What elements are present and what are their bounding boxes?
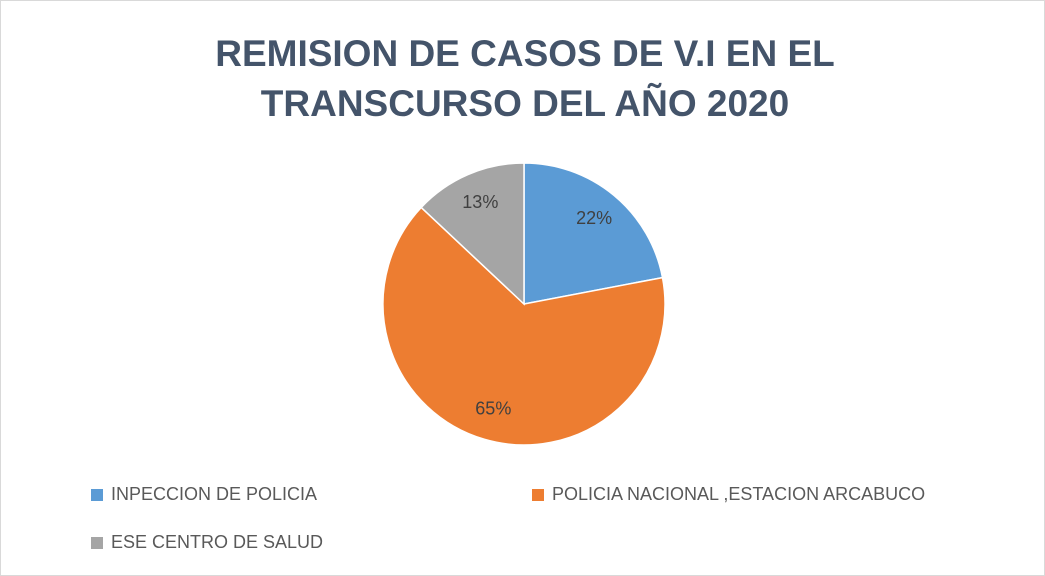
data-label: 13% (462, 192, 498, 212)
legend-label: INPECCION DE POLICIA (111, 484, 317, 504)
data-label: 65% (475, 398, 511, 418)
data-label: 22% (576, 208, 612, 228)
legend-swatch (91, 489, 103, 501)
pie-slice (420, 162, 525, 306)
legend-label: POLICIA NACIONAL ,ESTACION ARCABUCO (552, 484, 925, 504)
legend-swatch (532, 489, 544, 501)
legend-label: ESE CENTRO DE SALUD (111, 532, 323, 552)
legend-swatch (91, 537, 103, 549)
chart-title: TRANSCURSO DEL AÑO 2020 (261, 82, 789, 124)
pie-slice (523, 162, 664, 305)
chart-title: REMISION DE CASOS DE V.I EN EL (215, 33, 835, 74)
pie-slice (382, 206, 666, 446)
